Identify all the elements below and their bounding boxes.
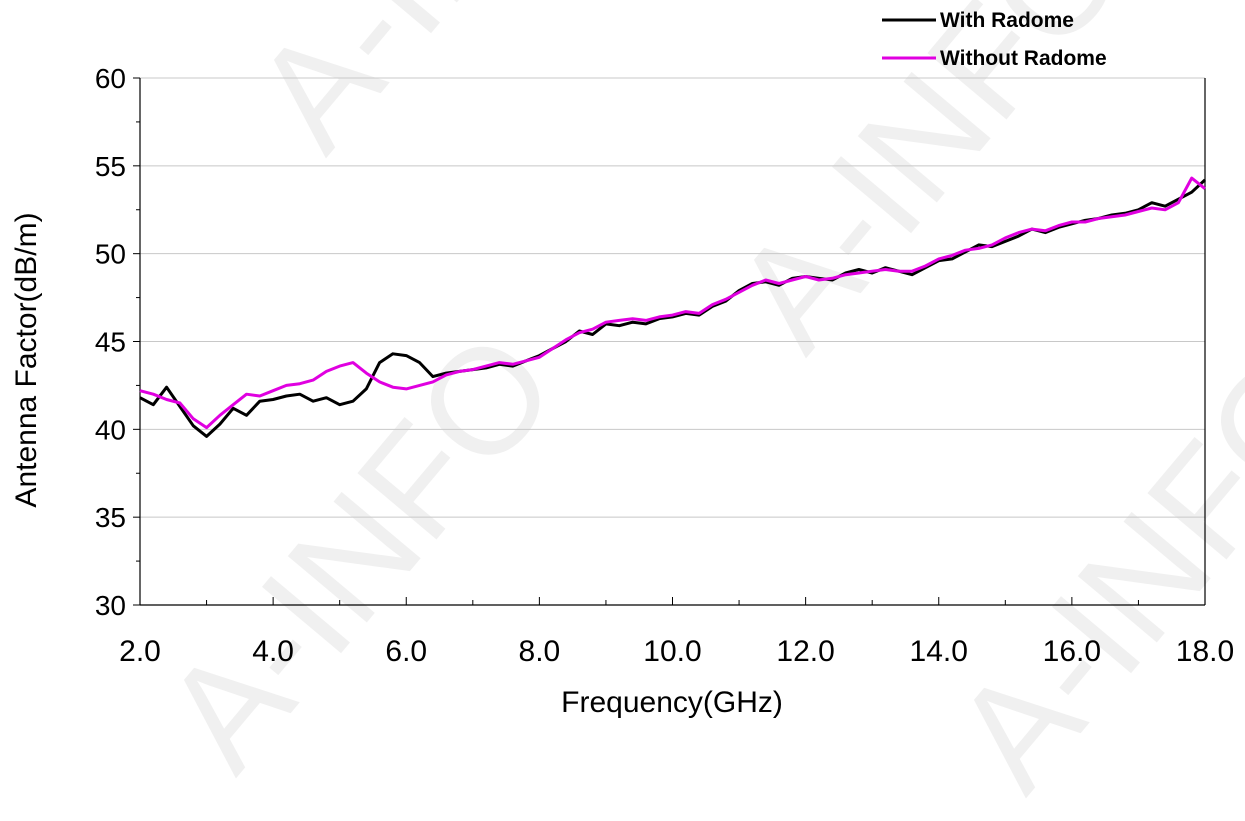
y-tick-label: 55 (95, 151, 126, 182)
grid-lines (140, 77, 1205, 518)
y-tick-label: 40 (95, 414, 126, 445)
series-line-without-radome (139, 176, 1206, 430)
x-tick-label: 18.0 (1176, 635, 1234, 668)
axes (133, 77, 1206, 606)
antenna-factor-chart: 30 35 40 45 50 55 60 2.0 4.0 6.0 8.0 10.0 12.0 14.0 16… (10, 9, 1234, 719)
x-tick-label: 4.0 (252, 635, 294, 668)
data-series (139, 176, 1207, 438)
y-axis-title: Antenna Factor(dB/m) (10, 212, 43, 507)
legend: With Radome Without Radome (882, 9, 1107, 70)
x-tick-label: 8.0 (519, 635, 561, 668)
y-tick-label: 30 (95, 590, 126, 621)
x-tick-label: 6.0 (385, 635, 427, 668)
x-axis-title: Frequency(GHz) (561, 686, 783, 719)
legend-label-with-radome: With Radome (940, 9, 1074, 32)
y-tick-label: 35 (95, 502, 126, 533)
x-tick-label: 2.0 (119, 635, 161, 668)
y-tick-label: 50 (95, 239, 126, 270)
y-tick-label: 45 (95, 327, 126, 358)
legend-label-without-radome: Without Radome (940, 47, 1107, 70)
series-line-with-radome (139, 178, 1207, 438)
x-tick-label: 14.0 (910, 635, 968, 668)
y-tick-label: 60 (95, 63, 126, 94)
tick-labels: 30 35 40 45 50 55 60 2.0 4.0 6.0 8.0 10.0 12.0 14.0 16… (95, 63, 1234, 668)
x-tick-label: 10.0 (643, 635, 701, 668)
x-tick-label: 16.0 (1043, 635, 1101, 668)
x-tick-label: 12.0 (776, 635, 834, 668)
